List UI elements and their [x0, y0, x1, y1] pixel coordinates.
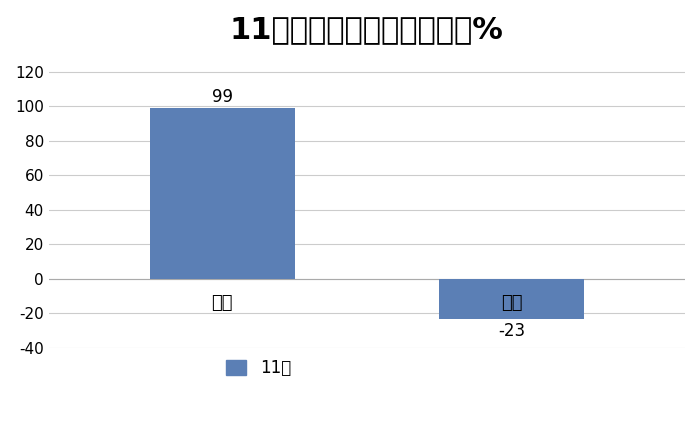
Title: 11月牽引車終端市場同環比%: 11月牽引車終端市場同環比%: [230, 15, 504, 44]
Text: 99: 99: [212, 88, 233, 105]
Bar: [150, 108, 295, 279]
Text: 環比: 環比: [500, 294, 522, 312]
Bar: [439, 279, 584, 319]
Text: -23: -23: [498, 322, 525, 340]
Legend: 11月: 11月: [220, 352, 298, 384]
Text: 同比: 同比: [211, 294, 233, 312]
